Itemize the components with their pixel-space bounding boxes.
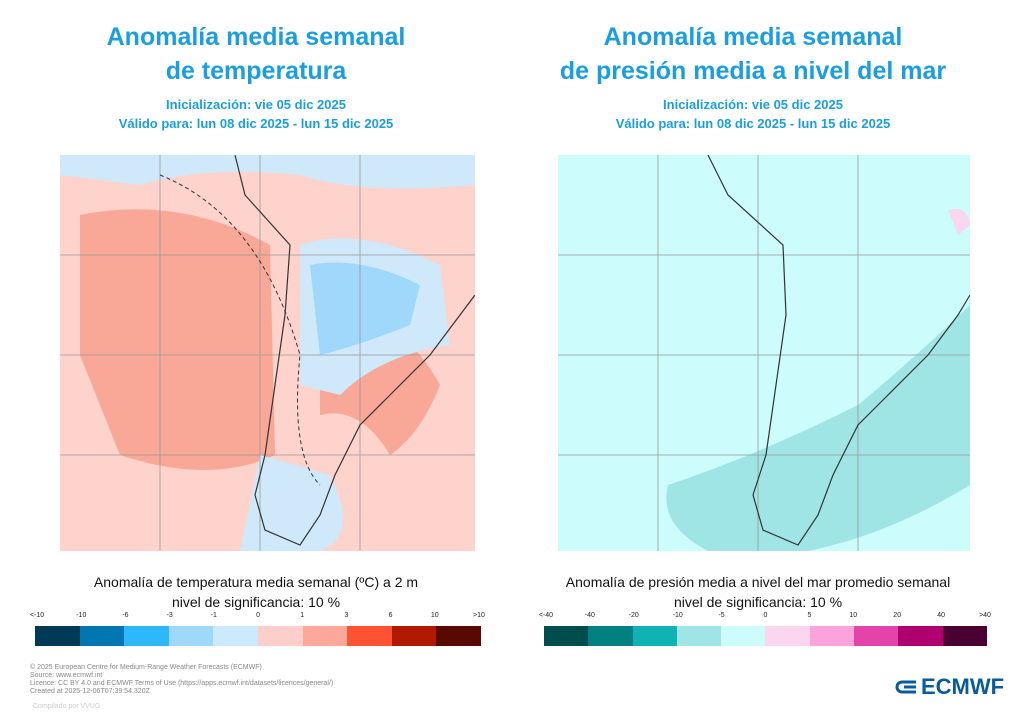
colorbar-tick-label: -40 bbox=[584, 612, 595, 619]
colorbar-tick-label: 20 bbox=[893, 612, 902, 619]
compiled-by: Compilado por VVUG bbox=[33, 703, 101, 710]
ecmwf-logo: ECMWF bbox=[892, 674, 1004, 700]
colorbar-tick-label: 10 bbox=[849, 612, 858, 619]
colorbar-tick-label: >40 bbox=[979, 612, 991, 619]
colorbar-tick-label: 40 bbox=[937, 612, 945, 619]
colorbar-tick-label: -1 bbox=[210, 612, 217, 619]
ecmwf-logo-icon bbox=[895, 680, 916, 694]
colorbar-tick-label: <-40 bbox=[538, 612, 554, 619]
colorbar-swatch bbox=[854, 626, 899, 646]
colorbar-swatch bbox=[809, 626, 855, 646]
footer-credits: © 2025 European Centre for Medium-Range … bbox=[30, 664, 334, 695]
colorbar-swatch bbox=[676, 626, 722, 646]
colorbar-swatch bbox=[391, 626, 437, 646]
colorbar-tick-label: 3 bbox=[344, 612, 349, 619]
colorbar-tick-label: 0 bbox=[256, 612, 260, 619]
colorbar-swatch bbox=[544, 626, 589, 646]
temperature-caption: Anomalía de temperatura media semanal (º… bbox=[93, 574, 419, 610]
colorbar-tick-label: 0 bbox=[763, 612, 768, 619]
temperature-panel: Anomalía media semanal de temperatura Ini… bbox=[0, 0, 512, 660]
pressure-colorbar: <-40 -40 -20 -10 -5 0 5 10 20 40 >40 bbox=[539, 612, 991, 646]
temperature-colorbar: <-10 -10 -6 -3 -1 0 1 3 6 10 >10 bbox=[30, 612, 485, 646]
pressure-panel: Anomalía media semanal de presión media a… bbox=[512, 0, 1024, 660]
colorbar-swatch bbox=[257, 626, 303, 646]
colorbar-tick-label: 6 bbox=[388, 612, 393, 619]
temperature-subtitle: Inicialización: vie 05 dic 2025 Válido pa… bbox=[118, 97, 394, 131]
colorbar-swatch bbox=[588, 626, 633, 646]
colorbar-tick-label: -10 bbox=[76, 612, 87, 619]
colorbar-swatch bbox=[721, 626, 766, 646]
colorbar-tick-label: -10 bbox=[672, 612, 683, 619]
colorbar-swatch bbox=[213, 626, 258, 646]
colorbar-swatch bbox=[942, 626, 987, 646]
colorbar-swatch bbox=[632, 626, 677, 646]
colorbar-swatch bbox=[124, 626, 169, 646]
colorbar-swatch bbox=[347, 626, 392, 646]
colorbar-tick-label: -6 bbox=[122, 612, 129, 619]
colorbar-tick-label: -5 bbox=[718, 612, 725, 619]
colorbar-tick-label: <-10 bbox=[29, 612, 45, 619]
colorbar-swatch bbox=[765, 626, 810, 646]
temperature-anomaly-map bbox=[60, 155, 475, 551]
colorbar-tick-label: -3 bbox=[166, 612, 173, 619]
pressure-subtitle: Inicialización: vie 05 dic 2025 Válido pa… bbox=[615, 97, 891, 131]
colorbar-swatch bbox=[79, 626, 125, 646]
colorbar-tick-label: 1 bbox=[300, 612, 305, 619]
pressure-title: Anomalía media semanal de presión media a… bbox=[559, 23, 947, 85]
colorbar-swatch bbox=[302, 626, 348, 646]
colorbar-tick-label: 5 bbox=[807, 612, 812, 619]
colorbar-tick-label: 10 bbox=[430, 612, 439, 619]
colorbar-tick-label: -20 bbox=[628, 612, 639, 619]
pressure-caption: Anomalía de presión media a nivel del ma… bbox=[565, 574, 951, 610]
pressure-anomaly-map bbox=[558, 155, 970, 551]
colorbar-swatch bbox=[436, 626, 481, 646]
colorbar-swatch bbox=[35, 626, 80, 646]
colorbar-swatch bbox=[168, 626, 214, 646]
temperature-title: Anomalía media semanal de temperatura bbox=[106, 23, 406, 85]
colorbar-tick-label: >10 bbox=[473, 612, 485, 619]
colorbar-swatch bbox=[898, 626, 943, 646]
